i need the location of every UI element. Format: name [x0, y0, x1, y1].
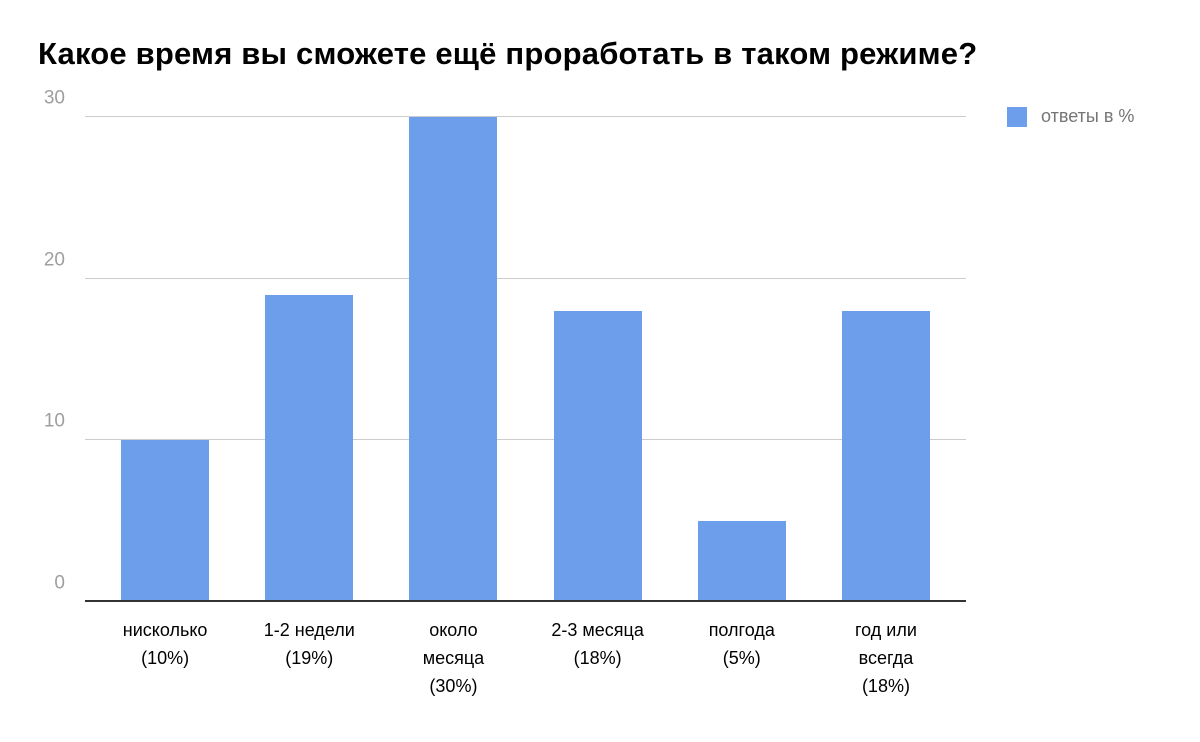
- x-category-label: 1-2 недели (19%): [263, 620, 355, 668]
- plot-area: 0 10 20 30: [44, 89, 966, 602]
- bar-0: [121, 440, 210, 602]
- x-category-label: полгода (5%): [708, 620, 775, 668]
- bar-1: [265, 294, 354, 602]
- bar-2: [409, 117, 498, 602]
- x-category-label: нисколько (10%): [122, 620, 208, 668]
- y-tick-label: 30: [43, 87, 65, 109]
- legend-label: ответы в %: [1041, 106, 1135, 126]
- bar-slot: [381, 117, 525, 602]
- gridline: [85, 277, 966, 279]
- x-category-label: год или всегда (18%): [854, 620, 917, 696]
- bar-slot: [814, 117, 958, 602]
- bar-slot: [93, 117, 237, 602]
- gridline: [85, 116, 966, 117]
- bar-5: [841, 311, 930, 602]
- y-tick-label: 0: [54, 572, 65, 594]
- y-tick-label: 10: [43, 410, 65, 432]
- gridline: [85, 439, 966, 441]
- bars: [93, 117, 958, 602]
- bar-slot: [237, 117, 381, 602]
- bar-slot: [670, 117, 814, 602]
- bar-4: [697, 521, 786, 602]
- legend: ответы в %: [1007, 106, 1134, 127]
- x-category-label: 2-3 месяца (18%): [551, 620, 644, 668]
- bar-3: [553, 311, 642, 602]
- x-category-label: около месяца (30%): [422, 620, 485, 696]
- x-axis-labels: нисколько (10%) 1-2 недели (19%) около мес…: [93, 616, 958, 700]
- legend-swatch: [1007, 106, 1027, 127]
- chart-title: Какое время вы сможете ещё проработать в…: [38, 36, 978, 71]
- x-axis-line: [85, 600, 966, 602]
- bar-slot: [526, 117, 670, 602]
- y-tick-label: 20: [43, 249, 65, 271]
